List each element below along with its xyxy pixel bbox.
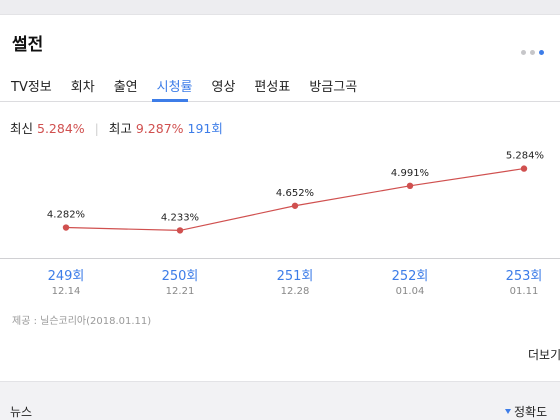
ratings-series-line xyxy=(65,167,525,232)
summary-divider: | xyxy=(94,121,99,136)
rating-point[interactable] xyxy=(176,227,184,234)
more-button[interactable]: 더보기 xyxy=(528,348,560,362)
episode-number-link[interactable]: 251회 xyxy=(276,269,314,284)
data-source: 제공 : 닐슨코리아(2018.01.11) xyxy=(12,316,152,327)
rating-point[interactable] xyxy=(520,165,528,172)
tab-videos[interactable]: 영상 xyxy=(211,80,236,95)
tab-bar: TV정보 회차 출연 시청률 영상 편성표 방금그곡 xyxy=(11,76,376,95)
rating-data-label: 4.282% xyxy=(47,210,85,221)
episode-item[interactable]: 251회 12.28 xyxy=(265,265,325,297)
sort-label: 정확도 xyxy=(514,405,548,419)
carousel-dot-active[interactable] xyxy=(539,49,544,55)
episode-air-date: 12.28 xyxy=(280,286,310,297)
sort-accuracy-button[interactable]: 정확도 xyxy=(505,403,547,420)
tab-ratings[interactable]: 시청률 xyxy=(156,80,193,95)
best-value: 9.287% xyxy=(135,121,184,136)
tab-episodes[interactable]: 회차 xyxy=(70,80,95,95)
episode-number-link[interactable]: 253회 xyxy=(505,269,543,284)
rating-point[interactable] xyxy=(291,202,299,209)
episode-number-link[interactable]: 252회 xyxy=(391,269,429,284)
rating-data-label: 4.652% xyxy=(276,188,314,199)
episode-air-date: 12.14 xyxy=(51,286,81,297)
caret-down-icon xyxy=(505,409,511,414)
tab-bar-border xyxy=(0,101,560,102)
episode-item[interactable]: 249회 12.14 xyxy=(36,265,96,297)
rating-point[interactable] xyxy=(62,224,70,231)
program-title: 썰전 xyxy=(12,35,44,55)
episode-air-date: 01.04 xyxy=(395,286,425,297)
rating-data-label: 4.233% xyxy=(161,212,199,223)
carousel-dots xyxy=(521,47,548,57)
ratings-line-chart: 4.282% 4.233% 4.652% 4.991% 5.284% xyxy=(47,151,544,234)
tab-schedule[interactable]: 편성표 xyxy=(254,80,291,95)
episode-item[interactable]: 253회 01.11 xyxy=(494,265,554,297)
tab-cast[interactable]: 출연 xyxy=(113,80,138,95)
tv-info-card xyxy=(0,14,560,382)
episode-item[interactable]: 250회 12.21 xyxy=(150,265,210,297)
episode-air-date: 01.11 xyxy=(509,286,539,297)
news-section-title: 뉴스 xyxy=(10,405,33,419)
episode-number-link[interactable]: 250회 xyxy=(161,269,199,284)
carousel-dot[interactable] xyxy=(530,49,535,55)
chart-axis-line xyxy=(0,258,560,259)
active-tab-indicator xyxy=(152,99,188,102)
latest-label: 최신 xyxy=(10,121,34,136)
best-label: 최고 xyxy=(108,121,132,136)
episode-number-link[interactable]: 249회 xyxy=(47,269,85,284)
tab-just-that-song[interactable]: 방금그곡 xyxy=(309,80,358,95)
top-strip xyxy=(0,0,560,15)
episode-item[interactable]: 252회 01.04 xyxy=(380,265,440,297)
carousel-dot[interactable] xyxy=(521,49,526,55)
latest-value: 5.284% xyxy=(37,121,85,136)
ratings-summary: 최신 5.284% | 최고 9.287% 191회 xyxy=(10,118,223,137)
best-episode-link[interactable]: 191회 xyxy=(187,121,223,136)
rating-data-label: 5.284% xyxy=(506,151,544,162)
rating-data-label: 4.991% xyxy=(391,168,429,179)
tab-tv-info[interactable]: TV정보 xyxy=(11,80,52,95)
episode-air-date: 12.21 xyxy=(165,286,195,297)
rating-point[interactable] xyxy=(406,182,414,190)
